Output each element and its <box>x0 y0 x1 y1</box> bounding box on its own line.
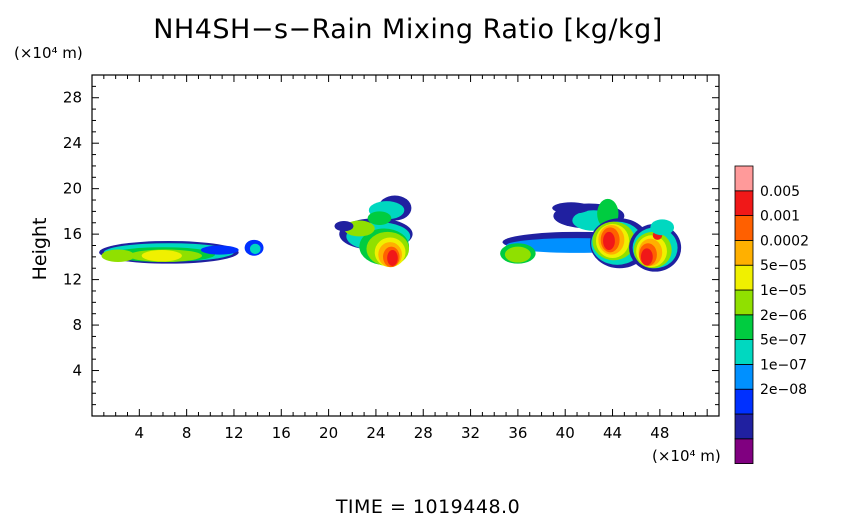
colorbar-swatch <box>734 339 754 365</box>
field-contour <box>334 221 354 232</box>
colorbar-label: 0.0002 <box>760 233 809 249</box>
x-tick-label: 24 <box>366 424 385 442</box>
colorbar-swatch <box>734 289 754 316</box>
time-label: TIME = 1019448.0 <box>335 496 521 518</box>
x-axis-unit: (×10⁴ m) <box>652 447 721 465</box>
y-tick-label: 4 <box>72 362 82 380</box>
colorbar-label: 0.001 <box>760 209 800 225</box>
colorbar-swatch <box>734 165 754 192</box>
field-contour <box>640 248 653 266</box>
colorbar-label: 2e−06 <box>760 308 807 324</box>
colorbar-swatch <box>734 190 754 217</box>
field-contour <box>101 249 135 262</box>
x-tick-label: 20 <box>319 424 338 442</box>
x-tick-label: 32 <box>461 424 480 442</box>
y-axis-unit: (×10⁴ m) <box>14 44 83 62</box>
x-tick-label: 4 <box>135 424 145 442</box>
y-tick-label: 12 <box>63 271 82 289</box>
colorbar-swatch <box>734 438 754 464</box>
x-tick-label: 44 <box>603 424 622 442</box>
colorbar-label: 0.005 <box>760 184 800 200</box>
x-tick-label: 8 <box>182 424 192 442</box>
y-tick-label: 28 <box>63 89 82 107</box>
field-contour <box>552 202 591 214</box>
x-tick-label: 40 <box>556 424 575 442</box>
colorbar-label: 1e−07 <box>760 357 807 373</box>
chart-title: NH4SH−s−Rain Mixing Ratio [kg/kg] <box>153 14 663 45</box>
y-tick-label: 8 <box>72 316 82 334</box>
field-contour <box>504 246 531 263</box>
field-contour <box>603 231 615 251</box>
field-contour <box>387 250 398 266</box>
field-group <box>99 195 682 272</box>
y-tick-label: 16 <box>63 225 82 243</box>
colorbar-label: 1e−05 <box>760 283 807 299</box>
field-contour <box>367 211 392 226</box>
x-tick-label: 48 <box>650 424 669 442</box>
colorbar-label: 5e−05 <box>760 258 807 274</box>
colorbar-swatch <box>734 264 754 291</box>
colorbar-swatch <box>734 388 754 415</box>
x-tick-label: 12 <box>224 424 243 442</box>
y-tick-label: 24 <box>63 134 82 152</box>
x-tick-label: 36 <box>508 424 527 442</box>
colorbar-swatch <box>734 413 754 440</box>
colorbar-swatch <box>734 314 754 340</box>
x-tick-label: 16 <box>272 424 291 442</box>
field-contour <box>650 219 675 236</box>
field-contour <box>249 243 261 255</box>
x-tick-label: 28 <box>414 424 433 442</box>
y-tick-label: 20 <box>63 180 82 198</box>
colorbar-label: 5e−07 <box>760 333 807 349</box>
field-contour <box>141 250 182 262</box>
colorbar-label: 2e−08 <box>760 382 807 398</box>
colorbar-swatch <box>734 363 754 390</box>
colorbar-swatch <box>734 239 754 266</box>
colorbar-swatch <box>734 215 754 241</box>
field-contour <box>200 245 239 255</box>
